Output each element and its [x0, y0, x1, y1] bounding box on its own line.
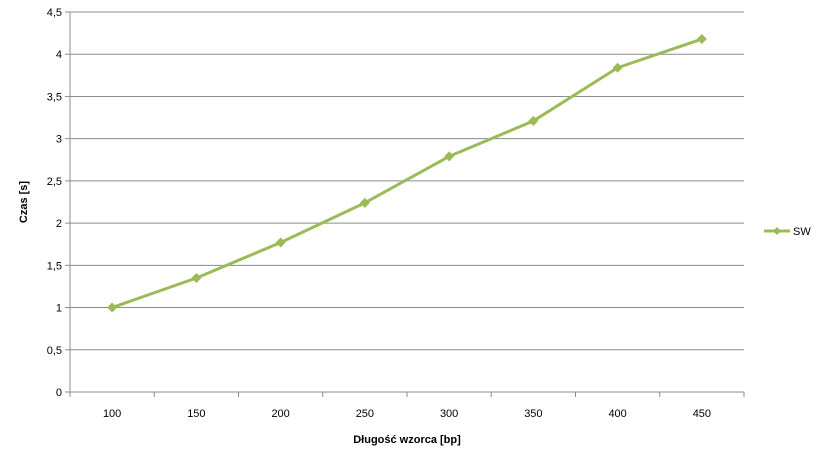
y-tick-label: 1,5: [47, 260, 62, 272]
y-tick-label: 2,5: [47, 176, 62, 188]
data-point-marker: [696, 34, 707, 45]
data-point-marker: [528, 115, 539, 126]
y-tick-label: 1: [56, 303, 62, 315]
data-point-marker: [107, 302, 118, 313]
data-point-marker: [275, 237, 286, 248]
y-tick-label: 4: [56, 49, 62, 61]
data-point-marker: [444, 151, 455, 162]
x-tick-label: 450: [693, 408, 711, 420]
y-tick-label: 0,5: [47, 345, 62, 357]
y-tick-label: 2: [56, 218, 62, 230]
x-axis-title: Długość wzorca [bp]: [353, 434, 461, 446]
legend-marker: [773, 227, 781, 235]
data-point-marker: [191, 273, 202, 283]
data-point-marker: [612, 62, 623, 73]
x-tick-label: 300: [440, 408, 458, 420]
y-tick-label: 0: [56, 387, 62, 399]
x-tick-label: 250: [356, 408, 374, 420]
y-tick-label: 3: [56, 134, 62, 146]
x-tick-label: 200: [271, 408, 289, 420]
legend-label: SW: [793, 226, 811, 238]
y-tick-label: 4,5: [47, 7, 62, 19]
x-tick-label: 400: [608, 408, 626, 420]
x-tick-label: 150: [187, 408, 205, 420]
y-tick-label: 3,5: [47, 91, 62, 103]
series-group: [107, 34, 707, 313]
data-point-marker: [359, 197, 370, 208]
y-tick-labels: 0 0,5 1 1,5 2 2,5 3 3,5 4 4,5: [47, 7, 62, 399]
y-axis-title: Czas [s]: [18, 181, 30, 224]
x-tick-label: 350: [524, 408, 542, 420]
legend: SW: [764, 226, 811, 238]
x-tick-label: 100: [103, 408, 121, 420]
series-line-sw: [111, 37, 703, 309]
axes: [65, 11, 745, 397]
x-tick-labels: 100 150 200 250 300 350 400 450: [103, 408, 711, 420]
